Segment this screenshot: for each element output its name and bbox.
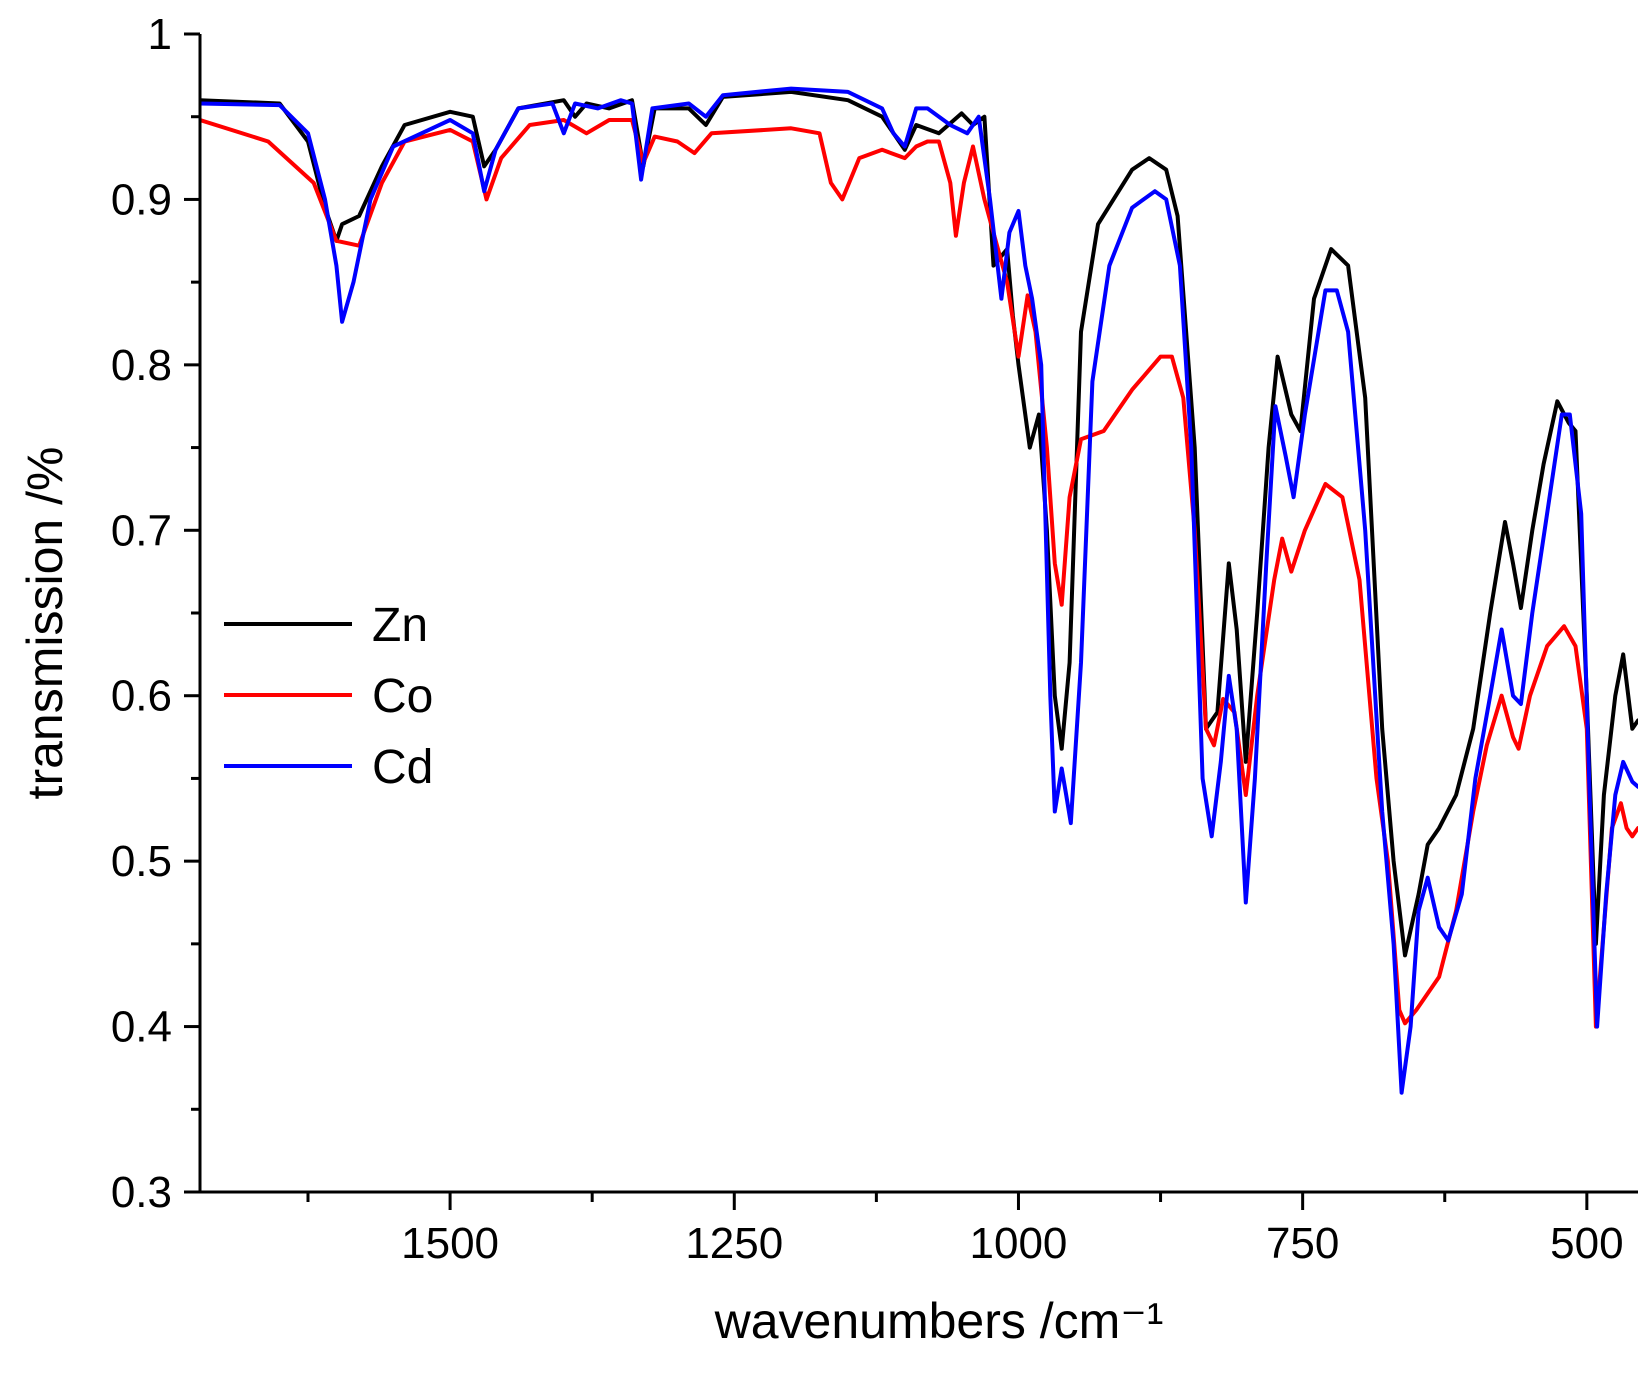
y-tick-label: 0.5	[111, 837, 172, 886]
series-line-cd	[200, 86, 1638, 1095]
x-tick-label: 750	[1266, 1219, 1339, 1268]
legend-label-co: Co	[372, 670, 433, 723]
x-ticks: 1500 1250 1000 750 500	[306, 1192, 1624, 1268]
y-tick-label: 0.8	[111, 341, 172, 390]
y-tick-label: 0.6	[111, 672, 172, 721]
y-tick-label: 0.7	[111, 506, 172, 555]
y-ticks: 0.3 0.4 0.5 0.6 0.7 0.8 0.9 1	[111, 10, 200, 1217]
legend: Zn Co Cd	[224, 599, 433, 794]
series-line-co	[200, 118, 1638, 1029]
legend-label-zn: Zn	[372, 599, 428, 652]
y-tick-label: 1	[148, 10, 172, 59]
x-axis-title: wavenumbers /cm⁻¹	[714, 1293, 1164, 1349]
x-tick-label: 1000	[970, 1219, 1068, 1268]
axes: 0.3 0.4 0.5 0.6 0.7 0.8 0.9 1 1500 1250 1000 750 50…	[111, 10, 1638, 1268]
y-tick-label: 0.9	[111, 175, 172, 224]
legend-label-cd: Cd	[372, 741, 433, 794]
x-tick-label: 1500	[401, 1219, 499, 1268]
y-tick-label: 0.3	[111, 1168, 172, 1217]
x-tick-label: 1250	[685, 1219, 783, 1268]
y-axis-title: transmission /%	[17, 447, 73, 800]
y-tick-label: 0.4	[111, 1003, 172, 1052]
series-line-zn	[200, 89, 1638, 958]
plot-series	[200, 86, 1638, 1095]
x-tick-label: 500	[1550, 1219, 1623, 1268]
